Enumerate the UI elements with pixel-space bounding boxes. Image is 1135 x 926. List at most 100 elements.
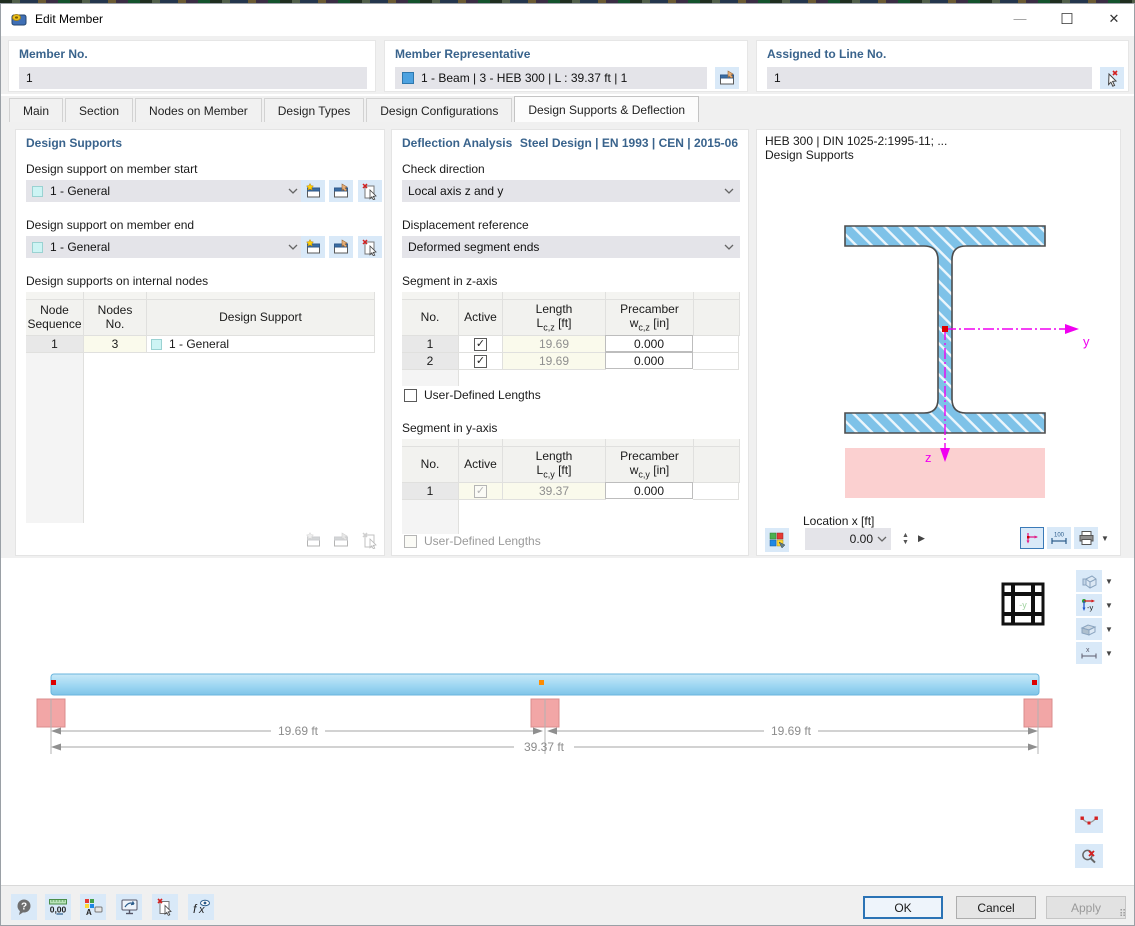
show-axes-button[interactable]: [1020, 527, 1044, 549]
spin-down-icon[interactable]: ▼: [902, 539, 909, 546]
node-sequence-cell: 1: [26, 336, 84, 353]
design-support-cell[interactable]: 1 - General: [147, 336, 375, 353]
location-x-input[interactable]: 0.00: [805, 528, 891, 550]
view-dropdown-arrow[interactable]: ▼: [1105, 649, 1113, 658]
x-dimension-icon: x: [1081, 647, 1097, 659]
deflection-display-button[interactable]: [1075, 809, 1103, 833]
member-representative-input[interactable]: 1 - Beam | 3 - HEB 300 | L : 39.37 ft | …: [395, 67, 707, 89]
edit-window-icon: [333, 183, 348, 198]
support-end-label: Design support on member end: [26, 218, 195, 232]
tab-section[interactable]: Section: [65, 98, 134, 122]
member-no-input[interactable]: 1: [19, 67, 367, 89]
dim-label-total: 39.37 ft: [524, 740, 565, 754]
checkbox-unchecked[interactable]: [404, 388, 417, 402]
print-dropdown-arrow[interactable]: ▼: [1101, 534, 1109, 543]
tab-design-configurations[interactable]: Design Configurations: [366, 98, 513, 122]
location-animate-button[interactable]: ▶: [918, 533, 925, 544]
display-settings-button[interactable]: [765, 528, 789, 552]
col-length: Length Lc,z [ft]: [503, 300, 606, 336]
axis-view-label: -y: [1087, 603, 1093, 612]
checkbox-checked[interactable]: ✓: [474, 354, 487, 368]
new-window-icon: [305, 183, 320, 198]
close-button[interactable]: ✕: [1095, 4, 1133, 33]
delete-cursor-icon: [362, 531, 377, 549]
y-axis-arrow: [1065, 324, 1079, 334]
no-cell: 1: [402, 336, 459, 353]
model-viewport[interactable]: 19.69 ft 19.69 ft 39.37 ft -y: [1, 558, 1134, 885]
col-nodes-no: Nodes No.: [84, 300, 147, 336]
view-dropdown-arrow[interactable]: ▼: [1105, 577, 1113, 586]
svg-text:x: x: [1086, 647, 1090, 654]
location-x-stepper[interactable]: ▲ ▼: [902, 528, 909, 550]
display-properties-button[interactable]: A: [80, 894, 106, 920]
printer-icon: [1079, 531, 1093, 545]
show-dimensions-button[interactable]: 100: [1047, 527, 1071, 549]
col-precamber: Precamber wc,z [in]: [606, 300, 694, 336]
precamber-cell[interactable]: 0.000: [605, 352, 693, 369]
active-cell[interactable]: ✓: [459, 336, 503, 353]
svg-text:f: f: [193, 902, 198, 916]
isometric-view-button[interactable]: [1076, 570, 1102, 592]
displacement-reference-select[interactable]: Deformed segment ends: [402, 236, 740, 258]
col-precamber: Precamber wc,y [in]: [606, 447, 694, 483]
render-mode-button[interactable]: [1076, 618, 1102, 640]
user-defined-lengths-z[interactable]: User-Defined Lengths: [404, 388, 541, 402]
precamber-cell[interactable]: 0.000: [605, 335, 693, 352]
delete-support-end-button[interactable]: [358, 236, 382, 258]
check-direction-select[interactable]: Local axis z and y: [402, 180, 740, 202]
view-direction-button[interactable]: -y: [1076, 594, 1102, 616]
minimize-button[interactable]: —: [1001, 4, 1039, 33]
titlebar[interactable]: Edit Member — ☐ ✕: [1, 4, 1134, 33]
member-axes-icon: [1026, 533, 1038, 544]
assigned-line-input[interactable]: 1: [767, 67, 1092, 89]
ok-button[interactable]: OK: [863, 896, 943, 919]
design-code-label: Steel Design | EN 1993 | CEN | 2015-06: [519, 136, 738, 150]
active-cell[interactable]: ✓: [459, 353, 503, 370]
delete-entry-button[interactable]: [152, 894, 178, 920]
cancel-button[interactable]: Cancel: [956, 896, 1036, 919]
support-end-select[interactable]: 1 - General: [26, 236, 304, 258]
checkbox-unchecked-disabled: [404, 534, 417, 548]
support-start-select[interactable]: 1 - General: [26, 180, 304, 202]
units-settings-button[interactable]: 0,00: [45, 894, 71, 920]
view-cube-icon: [1082, 574, 1096, 589]
tab-nodes-on-member[interactable]: Nodes on Member: [135, 98, 262, 122]
pick-line-button[interactable]: [1100, 67, 1124, 89]
edit-support-start-button[interactable]: [329, 180, 353, 202]
section-drawing: y z: [844, 225, 1090, 498]
formula-button[interactable]: f x: [188, 894, 214, 920]
view-dropdown-arrow[interactable]: ▼: [1105, 601, 1113, 610]
spin-up-icon[interactable]: ▲: [902, 532, 909, 539]
node-marker-middle: [539, 680, 544, 685]
cancel-zoom-button[interactable]: [1075, 844, 1103, 868]
member-representative-group: Member Representative 1 - Beam | 3 - HEB…: [384, 40, 748, 92]
help-button[interactable]: ?: [11, 894, 37, 920]
delete-support-start-button[interactable]: [358, 180, 382, 202]
resize-grip[interactable]: ⠿: [1119, 909, 1127, 920]
member-dialog-icon: [11, 14, 27, 26]
location-x-label: Location x [ft]: [803, 514, 875, 528]
member-no-group: Member No. 1: [8, 40, 376, 92]
checkbox-checked[interactable]: ✓: [474, 337, 487, 351]
dimension-display-button[interactable]: x: [1076, 642, 1102, 664]
view-dropdown-arrow[interactable]: ▼: [1105, 625, 1113, 634]
edit-representative-button[interactable]: [715, 67, 739, 89]
print-button[interactable]: [1074, 527, 1098, 549]
support-color-swatch: [151, 338, 162, 350]
no-cell: 2: [402, 353, 459, 370]
tab-main[interactable]: Main: [9, 98, 64, 122]
new-support-end-button[interactable]: [301, 236, 325, 258]
play-icon: ▶: [918, 533, 925, 543]
render-mode-icon: [1080, 623, 1097, 636]
navigation-cube[interactable]: -y: [1000, 581, 1046, 627]
new-support-start-button[interactable]: [301, 180, 325, 202]
support-color-swatch: [32, 185, 43, 197]
precamber-cell[interactable]: 0.000: [605, 482, 693, 499]
apply-to-view-button[interactable]: [116, 894, 142, 920]
nodes-no-cell[interactable]: 3: [84, 336, 147, 353]
edit-support-end-button[interactable]: [329, 236, 353, 258]
desktop-background: [0, 0, 1135, 4]
tab-design-types[interactable]: Design Types: [263, 98, 365, 122]
maximize-button[interactable]: ☐: [1048, 4, 1086, 33]
tab-design-supports-deflection[interactable]: Design Supports & Deflection: [514, 96, 700, 122]
